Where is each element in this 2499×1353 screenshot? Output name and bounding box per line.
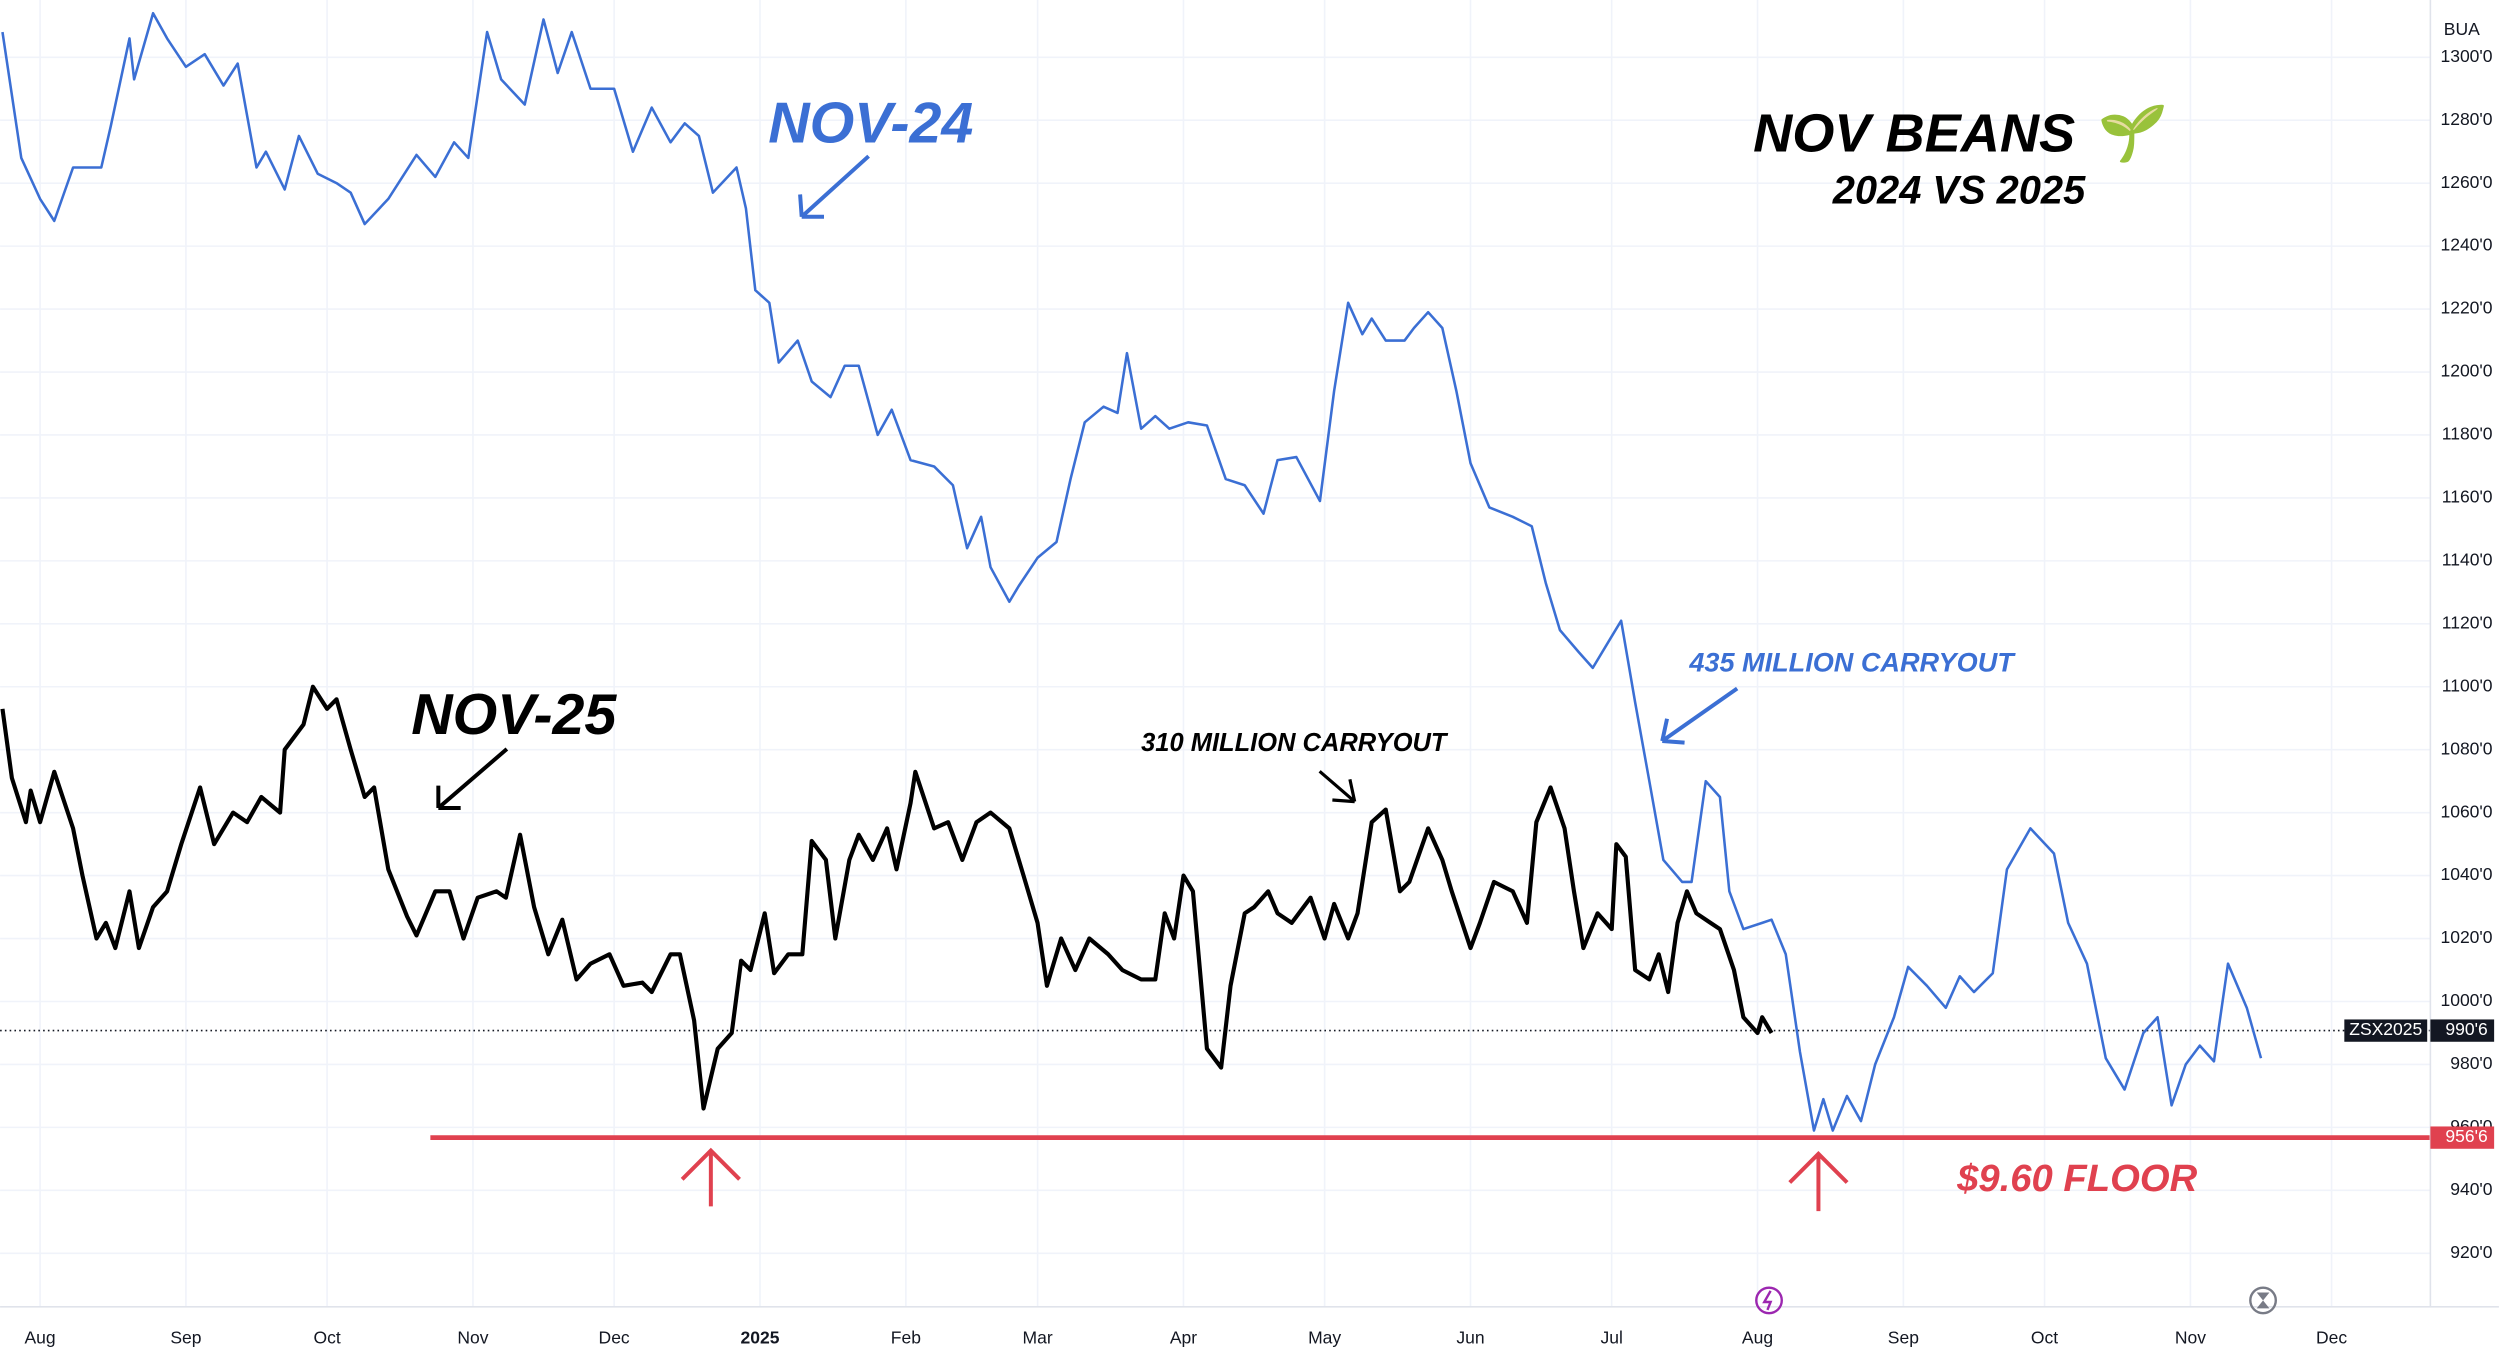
session-icon[interactable] [2249,1286,2277,1315]
arrow [1318,770,1357,804]
annotations: NOV-24 NOV-25 NOV BEANS 🌱 2024 VS 2025 310 M… [411,92,2277,1315]
y-tick-label: 1120'0 [2442,612,2493,632]
y-tick-label: 1140'0 [2442,549,2493,569]
y-tick-label: 1040'0 [2440,864,2492,884]
annotation: 435 MILLION CARRYOUT [1688,647,2016,678]
y-tick-label: 1060'0 [2440,801,2492,821]
y-tick-label: 1260'0 [2440,172,2492,192]
y-tick-label: 1280'0 [2440,109,2492,129]
x-tick-label: Nov [2175,1327,2206,1347]
x-tick-label: Oct [2031,1327,2058,1347]
last-price-box [2430,1019,2495,1042]
series-name: NOV-24 [768,92,973,156]
x-tick-label: Mar [1023,1327,1053,1347]
x-tick-label: Nov [457,1327,488,1347]
y-tick-label: 1240'0 [2440,235,2492,255]
series-name: NOV-25 [411,683,617,747]
x-tick-label: Dec [599,1327,630,1347]
series-line [0,684,1774,1111]
y-tick-label: 1180'0 [2442,424,2493,444]
y-tick-label: 980'0 [2450,1053,2493,1073]
x-tick-label: Aug [24,1327,55,1347]
floor-price-label: 956'6 [2445,1126,2487,1146]
last-price-label: 990'6 [2445,1019,2487,1039]
annotation: NOV BEANS 🌱 [1753,103,2167,163]
annotation: $9.60 FLOOR [1956,1157,2197,1200]
y-tick-label: 1200'0 [2440,361,2492,381]
floor-price-box [2430,1126,2495,1149]
symbol-label: ZSX2025 [2349,1019,2422,1039]
annotation: 310 MILLION CARRYOUT [1141,729,1449,757]
y-tick-label: 1160'0 [2442,487,2493,507]
series-line [1,11,2263,1132]
x-tick-label: 2025 [741,1327,780,1347]
arrow [798,154,870,219]
x-tick-label: Dec [2316,1327,2347,1347]
x-tick-label: Feb [891,1327,921,1347]
y-tick-label: 940'0 [2450,1179,2493,1199]
arrow [436,747,509,810]
x-tick-label: Jul [1600,1327,1622,1347]
event-icon[interactable] [1755,1286,1783,1315]
x-tick-label: Sep [1888,1327,1919,1347]
plot-area [0,11,2431,1141]
y-tick-label: 1220'0 [2440,298,2492,318]
y-tick-label: 1100'0 [2442,675,2493,695]
arrow [1660,686,1739,745]
event-icon-glyph [1762,1290,1773,1311]
arrow [680,1147,741,1207]
x-tick-label: Aug [1742,1327,1773,1347]
y-tick-label: 1300'0 [2440,46,2492,66]
x-tick-label: Apr [1170,1327,1197,1347]
y-tick-label: 1080'0 [2440,738,2492,758]
y-tick-label: 1020'0 [2440,927,2492,947]
symbol-box [2344,1019,2428,1042]
y-tick-label: 1000'0 [2440,990,2492,1010]
y-tick-label: 920'0 [2450,1242,2493,1262]
grid [0,0,2431,1307]
x-tick-label: Oct [313,1327,340,1347]
x-tick-label: Sep [170,1327,201,1347]
annotation: 2024 VS 2025 [1832,168,2086,212]
x-tick-label: Jun [1456,1327,1484,1347]
currency-label: BUA [2444,19,2480,39]
x-tick-label: May [1308,1327,1341,1347]
arrow [1788,1150,1849,1212]
